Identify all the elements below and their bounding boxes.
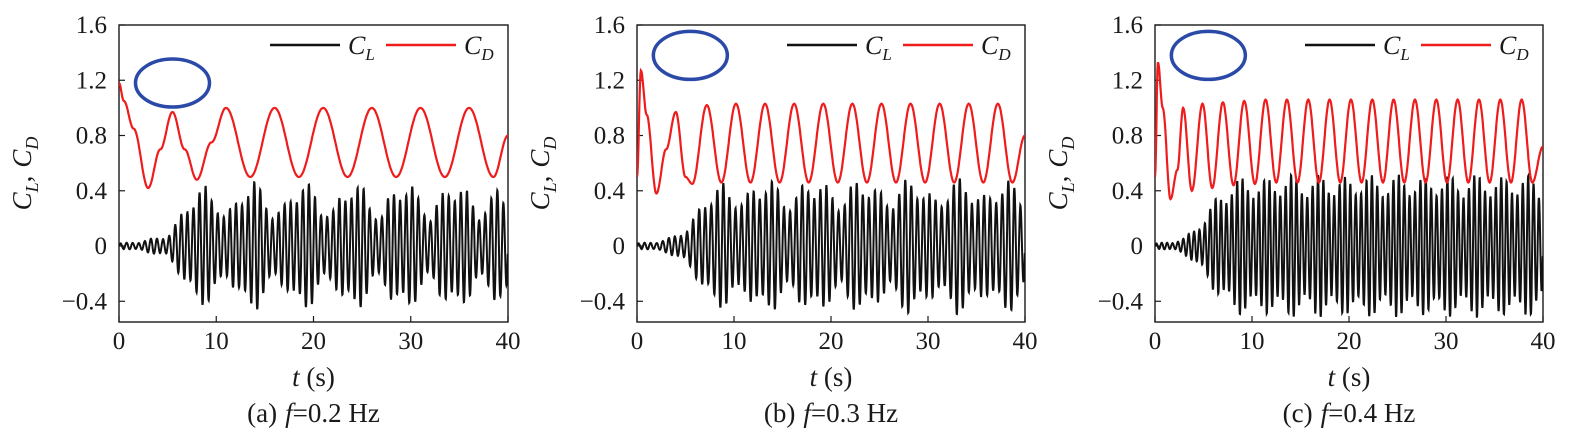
y-tick-label: 0.4 [76,178,108,205]
series-group [119,82,508,310]
panel-caption: (b) f=0.3 Hz [764,398,898,428]
y-tick-label: 1.2 [76,67,107,94]
legend-label: CD [1499,31,1529,64]
y-tick-label: 1.6 [594,12,625,39]
y-axis-label: CL,CD [7,137,42,211]
x-tick-label: 10 [722,328,747,355]
x-tick-label: 10 [1240,328,1265,355]
y-axis-label: CL,CD [1043,137,1078,211]
y-tick-label: −0.4 [62,288,108,315]
series-line-cd [637,67,1025,195]
legend-label: CL [1383,31,1410,64]
x-tick-label: 40 [1531,328,1556,355]
highlight-ellipse [651,29,730,82]
x-axis-label: t (s) [292,362,335,392]
series-line-cl [1155,172,1543,318]
y-tick-label: 0 [613,233,626,260]
x-tick-label: 20 [301,328,326,355]
series-group [1155,61,1543,318]
y-tick-label: 0.8 [76,123,107,150]
x-tick-label: 40 [496,328,521,355]
panel-caption: (a) f=0.2 Hz [247,398,380,428]
x-tick-label: 10 [204,328,229,355]
y-tick-label: 0.8 [1112,123,1143,150]
y-tick-label: 1.2 [594,67,625,94]
y-tick-label: 0 [95,233,108,260]
x-tick-label: 30 [916,328,941,355]
highlight-ellipse [133,57,212,109]
y-tick-label: 0.4 [1112,178,1144,205]
y-tick-label: 0.8 [594,123,625,150]
series-line-cl [119,180,508,310]
y-tick-label: −0.4 [1098,288,1144,315]
x-tick-label: 0 [1149,328,1162,355]
x-tick-label: 0 [113,328,126,355]
y-tick-label: 0 [1131,233,1144,260]
legend-label: CD [981,31,1011,64]
series-line-cl [637,178,1025,316]
y-axis-label: CL,CD [525,137,560,211]
x-tick-label: 30 [1434,328,1459,355]
x-tick-label: 20 [819,328,844,355]
x-tick-label: 40 [1013,328,1038,355]
y-tick-label: −0.4 [580,288,626,315]
x-axis-label: t (s) [1328,362,1371,392]
y-tick-label: 1.6 [1112,12,1143,39]
x-tick-label: 20 [1337,328,1362,355]
series-line-cd [119,82,508,190]
legend-label: CD [464,31,494,64]
y-tick-label: 0.4 [594,178,626,205]
y-tick-label: 1.2 [1112,67,1143,94]
legend-label: CL [348,31,375,64]
series-group [637,67,1025,316]
legend-label: CL [865,31,892,64]
x-tick-label: 30 [398,328,423,355]
y-tick-label: 1.6 [76,12,107,39]
highlight-ellipse [1169,29,1248,82]
x-tick-label: 0 [631,328,644,355]
x-axis-label: t (s) [810,362,853,392]
series-line-cd [1155,61,1543,201]
panel-caption: (c) f=0.4 Hz [1283,398,1416,428]
